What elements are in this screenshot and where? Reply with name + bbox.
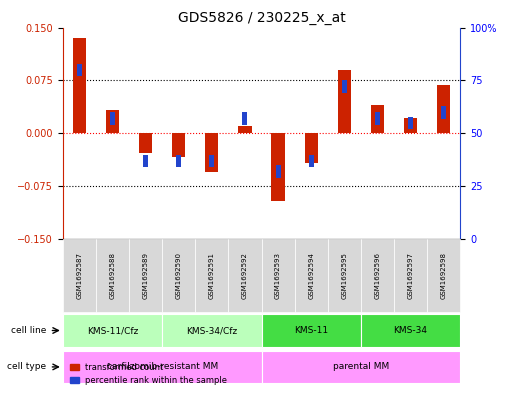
Bar	[342, 81, 347, 93]
FancyBboxPatch shape	[96, 239, 129, 312]
Bar	[271, 134, 285, 200]
Bar	[404, 118, 417, 134]
Text: KMS-34: KMS-34	[393, 326, 428, 335]
Bar	[338, 70, 351, 134]
Bar	[371, 105, 384, 134]
Text: GSM1692589: GSM1692589	[143, 252, 149, 299]
FancyBboxPatch shape	[195, 239, 229, 312]
FancyBboxPatch shape	[262, 314, 361, 347]
FancyBboxPatch shape	[63, 239, 96, 312]
FancyBboxPatch shape	[361, 314, 460, 347]
FancyBboxPatch shape	[427, 239, 460, 312]
Text: GSM1692598: GSM1692598	[441, 252, 447, 299]
Bar	[375, 112, 380, 125]
Text: GSM1692597: GSM1692597	[407, 252, 414, 299]
Text: KMS-11: KMS-11	[294, 326, 328, 335]
Bar	[143, 155, 148, 167]
Bar	[205, 134, 219, 172]
Bar	[176, 155, 181, 167]
Bar	[209, 155, 214, 167]
FancyBboxPatch shape	[394, 239, 427, 312]
Text: GSM1692587: GSM1692587	[76, 252, 82, 299]
Bar	[139, 134, 152, 153]
Text: cell line: cell line	[11, 326, 46, 335]
FancyBboxPatch shape	[262, 351, 460, 383]
Text: GSM1692594: GSM1692594	[308, 252, 314, 299]
Bar	[73, 38, 86, 134]
Title: GDS5826 / 230225_x_at: GDS5826 / 230225_x_at	[178, 11, 345, 25]
Text: cell type: cell type	[7, 362, 46, 371]
FancyBboxPatch shape	[229, 239, 262, 312]
Text: KMS-11/Cfz: KMS-11/Cfz	[87, 326, 138, 335]
FancyBboxPatch shape	[129, 239, 162, 312]
FancyBboxPatch shape	[361, 239, 394, 312]
Text: GSM1692591: GSM1692591	[209, 252, 215, 299]
Bar	[172, 134, 185, 157]
Text: GSM1692596: GSM1692596	[374, 252, 380, 299]
Text: GSM1692595: GSM1692595	[342, 252, 347, 299]
Text: parental MM: parental MM	[333, 362, 389, 371]
Bar	[304, 134, 318, 163]
Text: GSM1692593: GSM1692593	[275, 252, 281, 299]
Text: carfilzomib-resistant MM: carfilzomib-resistant MM	[107, 362, 218, 371]
FancyBboxPatch shape	[328, 239, 361, 312]
FancyBboxPatch shape	[63, 351, 262, 383]
FancyBboxPatch shape	[162, 314, 262, 347]
Bar	[243, 112, 247, 125]
Text: GSM1692592: GSM1692592	[242, 252, 248, 299]
Legend: transformed count, percentile rank within the sample: transformed count, percentile rank withi…	[67, 360, 231, 388]
Bar	[77, 64, 82, 76]
FancyBboxPatch shape	[262, 239, 294, 312]
Bar	[408, 116, 413, 129]
Bar	[106, 110, 119, 134]
Bar	[238, 127, 252, 134]
Bar	[110, 112, 115, 125]
Bar	[437, 85, 450, 134]
FancyBboxPatch shape	[162, 239, 195, 312]
Bar	[441, 106, 446, 119]
Bar	[309, 155, 314, 167]
Text: GSM1692588: GSM1692588	[109, 252, 116, 299]
FancyBboxPatch shape	[294, 239, 328, 312]
Text: KMS-34/Cfz: KMS-34/Cfz	[186, 326, 237, 335]
FancyBboxPatch shape	[63, 314, 162, 347]
Text: GSM1692590: GSM1692590	[176, 252, 181, 299]
Bar	[276, 165, 280, 178]
